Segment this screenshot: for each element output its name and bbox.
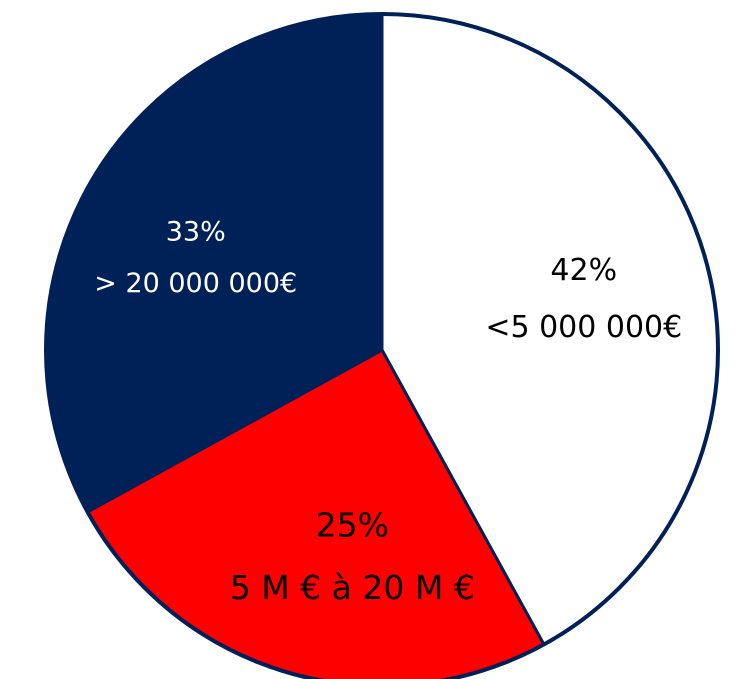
slice-value-label-1: 42% <box>550 253 617 288</box>
slice-value-label-2: 25% <box>316 505 389 544</box>
pie-labels: 42% <5 000 000€ 25% 5 M € à 20 M € 33% > 20 0… <box>94 217 682 608</box>
slice-category-label-3: > 20 000 000€ <box>94 268 297 299</box>
pie-outline <box>44 12 720 679</box>
slice-value-label-3: 33% <box>166 217 226 248</box>
pie-slices <box>44 12 720 679</box>
slice-category-label-2: 5 M € à 20 M € <box>230 568 475 607</box>
slice-category-label-1: <5 000 000€ <box>485 310 682 345</box>
